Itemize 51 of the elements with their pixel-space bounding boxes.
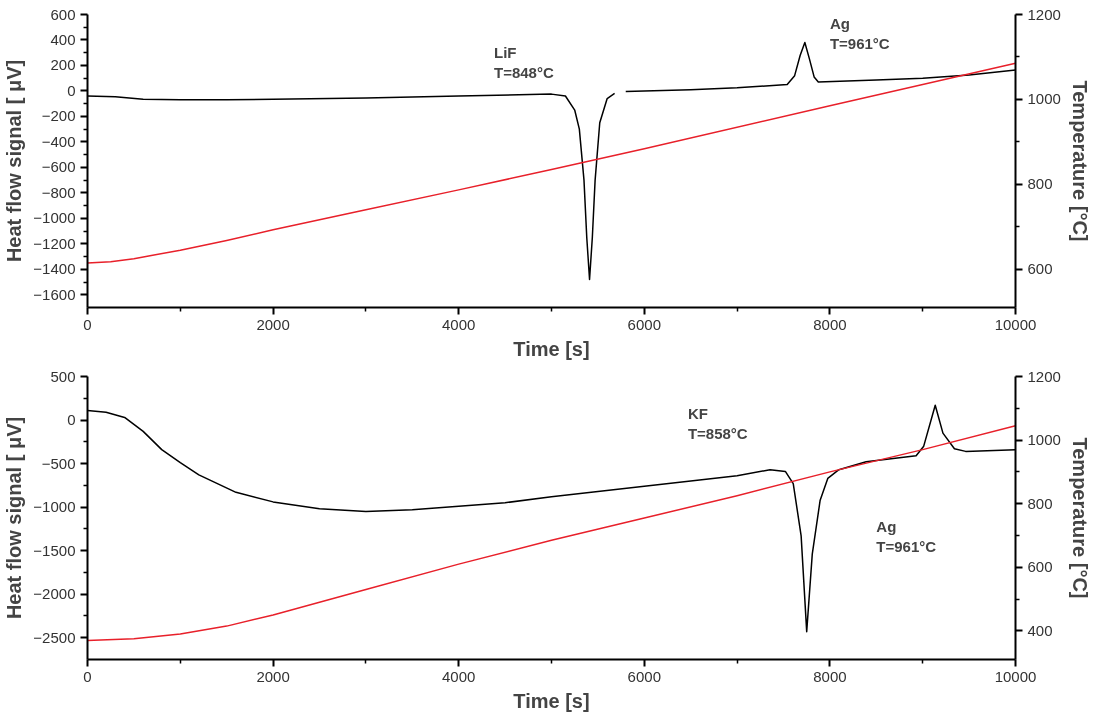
- annotation: KF T=858°C: [687, 404, 748, 443]
- annotation: LiF T=848°C: [493, 43, 554, 82]
- y-tick-label: −600: [41, 158, 76, 176]
- y2-tick-label: 400: [1027, 621, 1053, 639]
- line-series: [87, 62, 1016, 264]
- x-tick-label: 0: [83, 667, 92, 685]
- y-tick-label: −1600: [33, 285, 76, 303]
- y2-tick-label: 1200: [1027, 367, 1061, 385]
- y-tick-label: −2500: [33, 628, 76, 646]
- y2-tick-label: 600: [1027, 260, 1053, 278]
- x-tick-label: 8000: [813, 315, 847, 333]
- x-tick-label: 4000: [442, 667, 476, 685]
- y-tick-label: −200: [41, 107, 76, 125]
- y-tick-label: 0: [67, 411, 76, 429]
- y-axis-title: Heat flow signal [ μV]: [3, 416, 26, 620]
- x-tick-label: 10000: [994, 667, 1037, 685]
- y2-axis-title: Temperature [°C]: [1068, 437, 1091, 599]
- y-tick-label: −1000: [33, 209, 76, 227]
- x-axis-title: Time [s]: [513, 689, 590, 712]
- x-tick-label: 2000: [256, 315, 290, 333]
- y2-tick-label: 1000: [1027, 90, 1061, 108]
- y-tick-label: 500: [50, 367, 76, 385]
- y-axis-title: Heat flow signal [ μV]: [3, 59, 26, 263]
- y2-tick-label: 1000: [1027, 431, 1061, 449]
- y-tick-label: 600: [50, 5, 76, 23]
- x-tick-label: 4000: [442, 315, 476, 333]
- annotation: Ag T=961°C: [829, 14, 890, 52]
- x-axis-title: Time [s]: [513, 337, 590, 360]
- y2-axis-title: Temperature [°C]: [1068, 80, 1091, 242]
- y-tick-label: 200: [50, 56, 76, 74]
- y-tick-label: −1400: [33, 260, 76, 278]
- y-tick-label: 400: [50, 30, 76, 48]
- y2-tick-label: 1200: [1027, 5, 1061, 23]
- y2-tick-label: 800: [1027, 494, 1053, 512]
- y2-tick-label: 800: [1027, 175, 1053, 193]
- y2-tick-label: 600: [1027, 558, 1053, 576]
- y-tick-label: −800: [41, 183, 76, 201]
- x-tick-label: 2000: [256, 667, 290, 685]
- x-tick-label: 6000: [627, 315, 661, 333]
- y-tick-label: 0: [67, 81, 76, 99]
- x-tick-label: 0: [83, 315, 92, 333]
- x-tick-label: 6000: [627, 667, 661, 685]
- x-tick-label: 10000: [994, 315, 1037, 333]
- y-tick-label: −1000: [33, 498, 76, 516]
- y-tick-label: −400: [41, 132, 76, 150]
- y-tick-label: −2000: [33, 585, 76, 603]
- annotation: Ag T=961°C: [876, 518, 937, 556]
- y-tick-label: −1500: [33, 541, 76, 559]
- y-tick-label: −500: [41, 454, 76, 472]
- x-tick-label: 8000: [813, 667, 847, 685]
- y-tick-label: −1200: [33, 234, 76, 252]
